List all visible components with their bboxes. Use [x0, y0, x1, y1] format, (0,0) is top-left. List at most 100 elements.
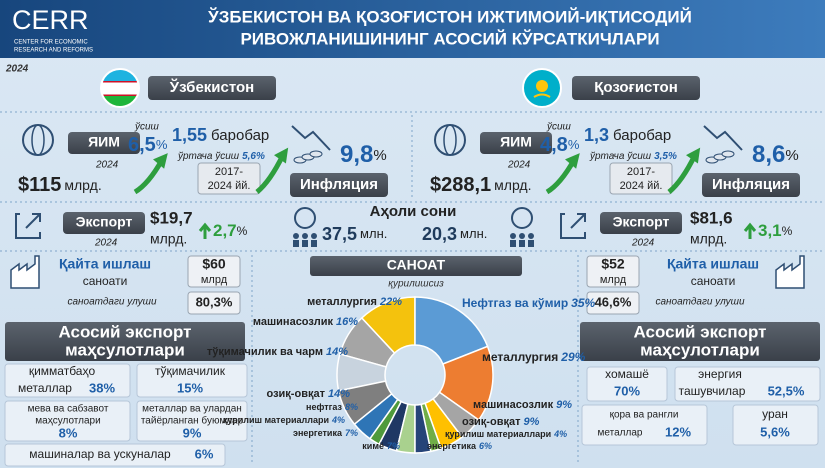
people-icon	[293, 207, 317, 247]
period: 2024 йй.	[620, 180, 663, 192]
export-label: Экспорт	[613, 214, 670, 230]
gdp-icon	[443, 124, 457, 156]
donut-label: энергетика 7%	[293, 428, 358, 438]
label-box	[600, 212, 682, 234]
population-unit: млн.	[360, 226, 387, 241]
donut-value: 8%	[345, 402, 358, 412]
export-item-box	[732, 404, 819, 446]
growth-label: ўсиш	[134, 121, 160, 133]
growth-arrow-head	[153, 153, 168, 169]
gdp-multiple-value: 1,3	[584, 125, 609, 145]
gdp-unit: млрд.	[64, 177, 101, 193]
processing-subtitle: саноати	[83, 274, 128, 288]
inflation-unit: %	[785, 147, 798, 164]
exports-title: Асосий экспорт	[58, 322, 191, 341]
gdp-value: $115 млрд.	[18, 174, 102, 196]
export-item-box	[586, 366, 668, 402]
processing-share: 80,3%	[196, 294, 233, 309]
gdp-label: ЯИМ	[500, 134, 532, 150]
export-item-name: маҳсулотлари	[35, 416, 100, 427]
donut-label: қурилиш материаллари 4%	[445, 429, 567, 439]
donut-segment	[414, 296, 489, 365]
donut-label: озиқ-овқат 14%	[267, 388, 351, 400]
country-box	[572, 76, 700, 100]
gdp-label: ЯИМ	[88, 134, 120, 150]
donut-value: 29%	[560, 350, 585, 364]
title: ЎЗБЕКИСТОН ВА ҚОЗОҒИСТОН ИЖТИМОИЙ-ИҚТИСО…	[207, 6, 692, 26]
processing-share-label: саноатдаги улуши	[655, 297, 744, 308]
processing-value: $60	[202, 256, 226, 272]
export-value: $19,7	[150, 208, 193, 227]
donut-category: машинасозлик	[253, 316, 334, 328]
donut-category: қурилиш материаллари	[445, 429, 551, 439]
donut-label: кимё 7%	[362, 441, 400, 451]
population-title: Аҳоли сони	[370, 203, 457, 220]
export-icon	[15, 213, 41, 239]
gdp-multiple-unit: баробар	[211, 127, 269, 144]
donut-label: машинасозлик 9%	[473, 399, 572, 411]
donut-category: кимё	[362, 441, 384, 451]
export-item-name: хомашё	[605, 367, 649, 381]
export-item-value: 52,5%	[768, 383, 805, 398]
label-box	[480, 132, 552, 154]
donut-value: 22%	[379, 296, 402, 308]
exports-title: маҳсулотлари	[65, 340, 185, 359]
flag-kazakhstan	[522, 68, 562, 108]
avg-growth-value: 5,6%	[242, 151, 265, 162]
inflation-value: 9,8%	[340, 141, 387, 168]
gdp-growth-value: 4,8	[540, 134, 568, 156]
value-box	[187, 291, 241, 315]
export-item-name: металлар	[598, 428, 643, 439]
people-icon	[510, 207, 534, 247]
label-box	[63, 212, 145, 234]
export-year: 2024	[631, 238, 655, 249]
gdp-growth: 6,5%	[128, 134, 168, 156]
donut-label: тўқимачилик ва чарм 14%	[207, 346, 348, 358]
export-item-name: тўқимачилик	[155, 364, 226, 378]
export-item-name: қора ва рангли	[610, 410, 679, 421]
donut-label: энергетика 6%	[427, 441, 492, 451]
donut-segment	[337, 380, 393, 426]
processing-unit: млрд	[201, 274, 228, 286]
gdp-amount: $115	[18, 174, 61, 196]
export-item-value: 12%	[665, 424, 691, 439]
export-item-value: 9%	[183, 425, 202, 440]
growth-label: ўсиш	[546, 121, 572, 133]
header-band	[0, 0, 825, 58]
population-value: 20,3 млн.	[422, 224, 487, 244]
gdp-value: $288,1 млрд.	[430, 174, 532, 196]
donut-category: энергетика	[293, 428, 343, 438]
donut-category: металлургия	[482, 350, 558, 364]
country-name: Ўзбекистон	[169, 78, 254, 96]
export-item-name: энергия	[698, 367, 742, 381]
donut-category: озиқ-овқат	[267, 388, 326, 400]
donut-label: қурилиш материаллари 4%	[223, 415, 345, 425]
factory-icon	[775, 255, 805, 289]
donut-category: нефтгаз	[306, 402, 342, 412]
donut-category: машинасозлик	[473, 399, 554, 411]
export-arrow	[743, 222, 757, 239]
industry-title: САНОАТ	[387, 257, 446, 273]
period: 2024 йй.	[208, 180, 251, 192]
inflation-label: Инфляция	[712, 176, 790, 193]
donut-label: озиқ-овқат 9%	[462, 416, 540, 428]
donut-category: Нефтгаз ва кўмир	[462, 296, 568, 310]
export-item-value: 8%	[59, 425, 78, 440]
export-unit: млрд.	[150, 231, 187, 247]
donut-category: энергетика	[427, 441, 477, 451]
donut-value: 14%	[328, 388, 350, 400]
export-growth-value: 3,1	[758, 221, 782, 240]
export-label: Экспорт	[76, 214, 133, 230]
donut-label: нефтгаз 8%	[306, 402, 358, 412]
export-item-name: ташувчилар	[679, 384, 746, 398]
avg-growth: ўртача ўсиш 3,5%	[589, 150, 677, 162]
exports-title-box	[580, 322, 820, 361]
export-item-name: тайёрланган буюмлар	[141, 415, 244, 427]
donut-segment	[336, 353, 388, 392]
export-arrow	[198, 222, 212, 239]
inflation-number: 8,6	[752, 141, 785, 168]
donut-value: 35%	[571, 296, 595, 310]
avg-growth-label: ўртача ўсиш	[177, 150, 240, 162]
export-growth-value: 2,7	[213, 221, 237, 240]
gdp-multiple: 1,55 баробар	[172, 125, 269, 145]
